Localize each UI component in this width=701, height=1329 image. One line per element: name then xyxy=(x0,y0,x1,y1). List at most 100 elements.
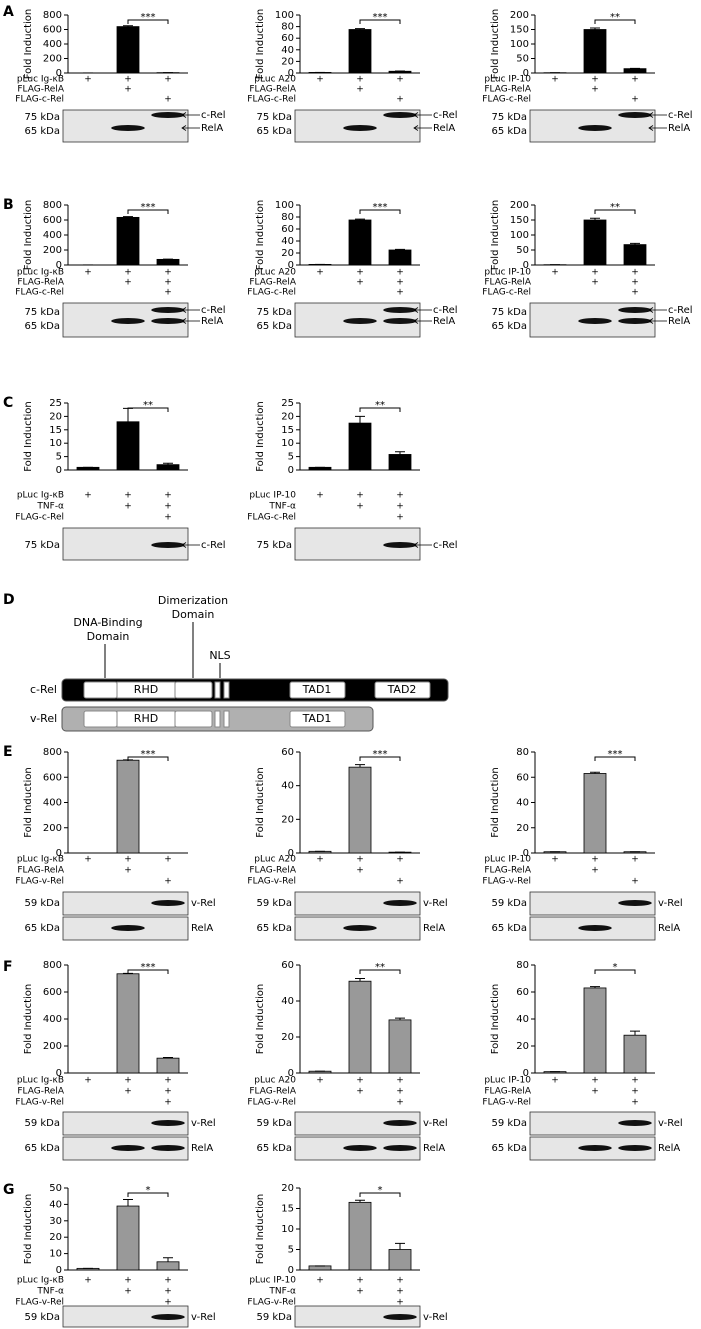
y-tick-label: 50 xyxy=(516,54,529,65)
blot-band xyxy=(383,900,417,906)
domain xyxy=(174,681,213,699)
condition-mark: + xyxy=(84,75,92,85)
band-label: RelA xyxy=(191,1143,213,1154)
blot-marker: 65 kDa xyxy=(24,126,60,137)
y-tick-label: 80 xyxy=(516,960,529,971)
condition-label: FLAG-c-Rel xyxy=(482,288,531,298)
blot-band xyxy=(383,112,417,118)
y-tick-label: 800 xyxy=(43,10,62,21)
condition-mark: + xyxy=(164,288,172,298)
blot-marker: 59 kDa xyxy=(256,898,292,909)
y-tick-label: 0 xyxy=(288,1265,294,1276)
y-tick-label: 20 xyxy=(281,411,294,422)
significance-bracket xyxy=(127,209,169,214)
y-tick-label: 400 xyxy=(43,798,62,809)
blot xyxy=(294,1111,421,1136)
bar xyxy=(116,1205,140,1271)
band-label: c-Rel xyxy=(201,305,226,316)
bar xyxy=(348,766,372,854)
blot-band xyxy=(578,318,612,324)
condition-label: pLuc Ig-κB xyxy=(17,1076,64,1086)
blot-band xyxy=(618,307,652,313)
condition-label: FLAG-c-Rel xyxy=(247,288,296,298)
y-tick-label: 100 xyxy=(510,230,529,241)
protein-name: c-Rel xyxy=(30,683,57,696)
panel-label: C xyxy=(3,395,13,411)
protein-name: v-Rel xyxy=(30,712,57,725)
band-arrow xyxy=(413,542,432,548)
y-axis-label: Fold Induction xyxy=(255,401,266,471)
condition-label: pLuc Ig-κB xyxy=(17,1276,64,1286)
condition-mark: + xyxy=(631,1076,639,1086)
y-tick-label: 20 xyxy=(281,56,294,67)
band-label: RelA xyxy=(423,1143,445,1154)
band-arrow xyxy=(181,125,200,131)
y-tick-label: 200 xyxy=(510,10,529,21)
condition-mark: + xyxy=(396,855,404,865)
condition-mark: + xyxy=(124,1076,132,1086)
condition-label: FLAG-c-Rel xyxy=(247,513,296,523)
band-arrow xyxy=(648,307,667,313)
condition-mark: + xyxy=(124,491,132,501)
condition-label: FLAG-c-Rel xyxy=(15,95,64,105)
bar xyxy=(116,26,140,74)
domain-label: RHD xyxy=(134,712,158,725)
y-tick-label: 0 xyxy=(56,1265,62,1276)
bar xyxy=(116,759,140,854)
y-tick-label: 60 xyxy=(281,33,294,44)
band-label: v-Rel xyxy=(423,898,448,909)
blot xyxy=(529,1111,656,1136)
condition-mark: + xyxy=(551,855,559,865)
condition-mark: + xyxy=(124,1276,132,1286)
condition-mark: + xyxy=(164,877,172,887)
error-bar xyxy=(123,1198,133,1207)
condition-mark: + xyxy=(631,288,639,298)
y-axis-label: Fold Induction xyxy=(23,401,34,471)
y-axis-label: Fold Induction xyxy=(490,9,501,79)
condition-label: pLuc IP-10 xyxy=(484,855,531,865)
significance-label: *** xyxy=(373,749,388,760)
bar xyxy=(348,29,372,74)
y-tick-label: 10 xyxy=(49,1249,62,1260)
bar xyxy=(388,249,412,266)
y-tick-label: 200 xyxy=(510,200,529,211)
condition-mark: + xyxy=(396,75,404,85)
bar xyxy=(156,1057,180,1074)
domain-label: TAD1 xyxy=(302,683,332,696)
y-axis-label: Fold Induction xyxy=(255,1194,266,1264)
condition-label: FLAG-RelA xyxy=(249,1087,297,1097)
condition-mark: + xyxy=(356,85,364,95)
bar xyxy=(348,1201,372,1271)
y-tick-label: 60 xyxy=(281,960,294,971)
condition-mark: + xyxy=(84,268,92,278)
blot-band xyxy=(151,307,185,313)
significance-bracket xyxy=(594,756,636,761)
domain-label: TAD2 xyxy=(387,683,417,696)
blot-band xyxy=(383,1145,417,1151)
y-tick-label: 40 xyxy=(516,1014,529,1025)
blot-marker: 59 kDa xyxy=(24,1312,60,1323)
condition-label: FLAG-v-Rel xyxy=(15,877,64,887)
y-tick-label: 20 xyxy=(516,1041,529,1052)
condition-mark: + xyxy=(356,866,364,876)
y-axis-label: Fold Induction xyxy=(490,200,501,270)
domain xyxy=(223,681,230,699)
y-tick-label: 0 xyxy=(523,1068,529,1079)
blot xyxy=(62,891,189,916)
condition-mark: + xyxy=(396,1276,404,1286)
significance-bracket xyxy=(127,969,169,974)
blot-band xyxy=(578,925,612,931)
significance-label: ** xyxy=(610,202,620,213)
significance-label: *** xyxy=(141,12,156,23)
blot-band xyxy=(578,125,612,131)
band-arrow xyxy=(648,112,667,118)
error-bar xyxy=(163,462,173,465)
error-bar xyxy=(395,248,405,250)
significance-label: * xyxy=(613,962,618,973)
error-bar xyxy=(395,1017,405,1020)
band-arrow xyxy=(181,542,200,548)
significance-label: ** xyxy=(375,400,385,411)
y-tick-label: 100 xyxy=(510,39,529,50)
domain xyxy=(83,710,118,728)
condition-mark: + xyxy=(591,866,599,876)
